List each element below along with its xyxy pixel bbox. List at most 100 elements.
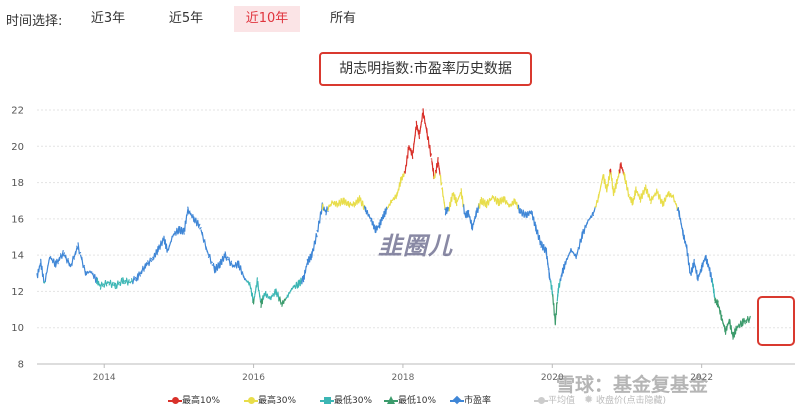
series-segment <box>269 295 272 301</box>
series-segment <box>405 155 408 167</box>
series-segment <box>106 280 109 285</box>
series-segment <box>173 231 176 236</box>
series-segment <box>589 215 592 220</box>
legend-marker-icon <box>244 394 258 408</box>
series-segment <box>268 296 271 300</box>
series-segment <box>77 242 80 255</box>
series-segment <box>539 240 542 246</box>
series-segment <box>99 284 102 287</box>
legend-item[interactable]: ✹ 收盘价(点击隐藏) <box>582 393 667 408</box>
series-segment <box>107 281 110 284</box>
legend-item[interactable]: 最低10% <box>384 394 436 408</box>
series-segment <box>149 259 153 262</box>
series-segment <box>387 204 390 208</box>
series-segment <box>580 231 583 243</box>
series-segment <box>254 285 257 294</box>
series-segment <box>720 314 723 321</box>
legend-label: 市盈率 <box>464 396 492 406</box>
series-segment <box>72 255 75 260</box>
x-tick-label: 2014 <box>93 373 116 383</box>
series-segment <box>578 239 581 250</box>
legend-label: 收盘价(点击隐藏) <box>596 396 667 406</box>
series-segment <box>285 296 288 299</box>
range-10y-button[interactable]: 近10年 <box>234 6 300 32</box>
series-segment <box>639 196 642 200</box>
x-tick-label: 2018 <box>391 373 414 383</box>
range-3y-button[interactable]: 近3年 <box>90 11 126 26</box>
series-segment <box>201 231 205 242</box>
series-segment <box>150 258 154 261</box>
series-segment <box>413 139 416 146</box>
series-segment <box>408 146 411 151</box>
series-segment <box>635 188 638 193</box>
series-segment <box>76 245 79 250</box>
series-segment <box>434 170 437 179</box>
x-axis: 2014 2016 2018 2020 2022 <box>37 363 795 383</box>
series-segment <box>135 273 139 282</box>
legend-item[interactable]: 最低30% <box>320 394 372 408</box>
series-segment <box>696 274 699 280</box>
legend-item[interactable]: 市盈率 <box>450 394 491 408</box>
series-segment <box>593 206 596 212</box>
y-tick-label: 18 <box>11 178 24 189</box>
series-segment <box>424 122 427 125</box>
series-segment <box>627 194 630 197</box>
series-segment <box>47 260 50 267</box>
series-segment <box>572 252 576 256</box>
series-segment <box>529 210 532 214</box>
series-segment <box>513 198 516 205</box>
series-segment <box>57 256 61 263</box>
series-segment <box>502 196 505 203</box>
y-tick-label: 20 <box>11 142 24 153</box>
series-segment <box>673 200 676 203</box>
legend-item[interactable]: 最高30% <box>244 394 296 408</box>
series-segment <box>649 198 652 201</box>
series-segment <box>56 258 59 265</box>
series-segment <box>731 331 733 334</box>
series-segment <box>302 276 305 283</box>
series-segment <box>369 217 372 220</box>
series-segment <box>104 280 108 287</box>
legend-item[interactable]: 最高10% <box>168 394 220 408</box>
series-segment <box>741 318 744 328</box>
series-segment <box>198 223 201 228</box>
range-all-button[interactable]: 所有 <box>329 11 356 26</box>
series-segment <box>661 199 664 208</box>
series-segment <box>257 281 260 292</box>
series-segment <box>722 322 725 326</box>
x-tick-label: 2016 <box>242 373 265 383</box>
series-segment <box>627 187 630 197</box>
series-segment <box>567 253 570 257</box>
series-segment <box>68 262 72 268</box>
series-segment <box>237 260 240 269</box>
watermark-corner: 雪球：基金复基金 <box>556 374 709 396</box>
series-segment <box>743 318 746 325</box>
y-tick-label: 16 <box>11 214 24 225</box>
series-segment <box>459 192 462 197</box>
series-segment <box>121 277 124 285</box>
x-tick-label: 2022 <box>690 373 713 383</box>
series-segment <box>479 199 482 205</box>
legend-marker-icon <box>384 394 398 408</box>
series-segment <box>678 210 681 220</box>
series-segment <box>352 201 355 208</box>
series-segment <box>675 203 678 211</box>
series-segment <box>421 113 424 123</box>
series-segment <box>707 264 710 270</box>
series-segment <box>256 277 258 288</box>
series-segment <box>439 174 442 186</box>
series-segment <box>524 212 527 218</box>
series-segment <box>315 233 318 238</box>
range-5y-button[interactable]: 近5年 <box>168 11 204 26</box>
series-segment <box>644 187 647 191</box>
legend-marker-icon <box>168 394 182 408</box>
series-segment <box>312 240 316 252</box>
series-segment <box>440 182 443 186</box>
series-segment <box>144 262 148 269</box>
legend-marker-icon <box>534 394 548 408</box>
series-segment <box>157 245 160 253</box>
series-segment <box>490 195 494 201</box>
series-segment <box>98 283 101 286</box>
legend-item[interactable]: 平均值 <box>534 394 575 408</box>
series-segment <box>385 206 388 215</box>
